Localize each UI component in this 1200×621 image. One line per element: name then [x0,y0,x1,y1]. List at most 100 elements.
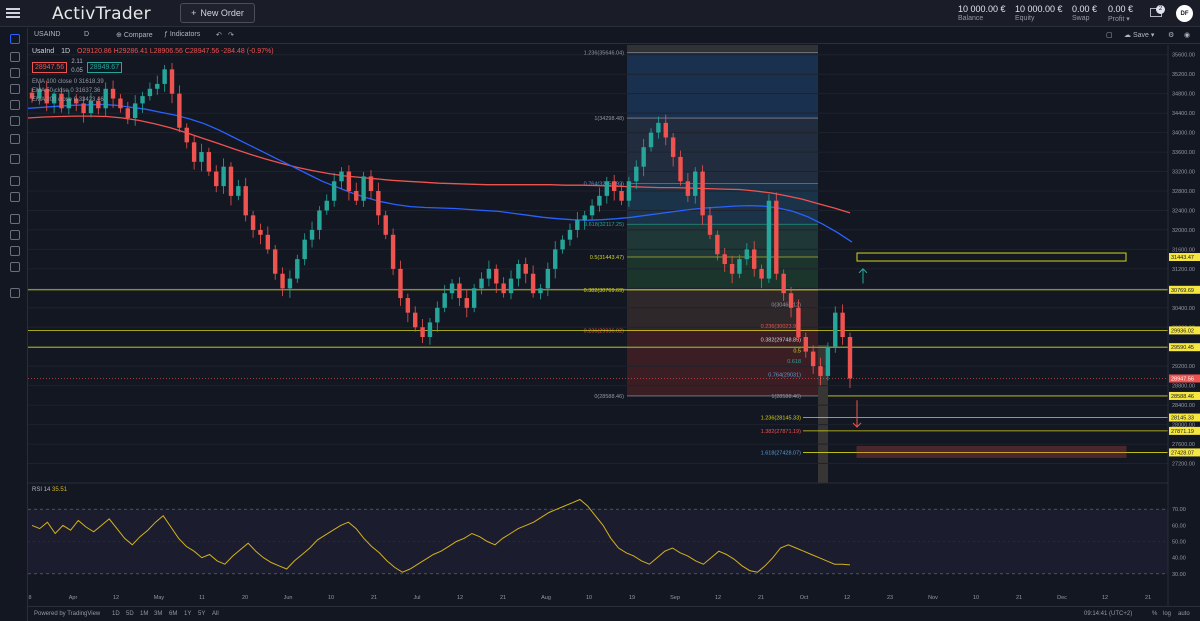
price-tick: 34800.00 [1172,92,1195,98]
time-tick: May [154,595,165,601]
compare-button[interactable]: ⊕ Compare [116,32,153,39]
fibonacci-lines: 1.236(35646.04) 1(34298.48) 0.764(32950.92… [28,50,1168,458]
bid-price[interactable]: 28947.56 [32,61,68,73]
time-tick: 23 [887,595,893,601]
ema-slow-line [28,115,851,214]
time-tick: Sep [670,595,680,601]
range-6m[interactable]: 6M [169,611,178,617]
fib-zone [627,289,818,331]
ask-price[interactable]: 28949.67 [86,61,123,73]
redo-icon[interactable]: ↷ [228,32,234,39]
fib-label: 0.5(31443.47) [590,255,624,261]
candle-body [331,181,337,201]
ruler-icon[interactable] [10,176,20,186]
time-tick: 8 [28,595,31,601]
range-3m[interactable]: 3M [154,611,163,617]
candle-body [685,181,691,196]
visibility-icon[interactable] [10,246,20,256]
price-tag: 27428.07 [1171,450,1194,456]
candle-body [110,88,116,99]
globe-icon[interactable] [10,154,20,164]
avatar[interactable]: DF [1176,5,1193,22]
lock-icon[interactable] [10,230,20,240]
symbol-search[interactable]: USAIND [34,31,61,38]
indicators-icon: ƒ [164,31,168,38]
range-5y[interactable]: 5Y [198,611,206,617]
eye-icon[interactable] [10,262,20,272]
candle-body [413,312,418,328]
swap-stat: 0.00 € Swap [1072,4,1097,22]
profit-stat[interactable]: 0.00 € Profit ▾ [1108,4,1133,23]
candle-body [516,264,521,279]
fib-zone [627,118,818,184]
rsi-tick: 30.00 [1172,572,1186,578]
candle-body [88,100,94,114]
powered-by-label[interactable]: Powered by TradingView [34,611,101,617]
fib-label: 0.618(32117.25) [584,222,624,228]
price-tick: 35200.00 [1172,72,1195,78]
price-tag-bg [1169,426,1200,435]
fib-small-label: 1.618(27428.07) [761,450,802,456]
trash-icon[interactable] [10,288,20,298]
fib-label: 1(34298.48) [594,116,624,122]
auto-toggle[interactable]: auto [1178,611,1190,617]
candle-body [324,200,329,211]
time-tick: 10 [328,595,334,601]
camera-icon[interactable]: ◉ [1184,32,1191,39]
fib-small-label: 1.382(27871.19) [761,429,802,435]
pattern-icon[interactable] [10,116,20,126]
candle-body [729,264,735,274]
candle-body [390,234,396,269]
time-tick: 12 [113,595,119,601]
log-toggle[interactable]: log [1163,611,1172,617]
text-icon[interactable] [10,100,20,110]
percent-toggle[interactable]: % [1152,611,1158,617]
save-button[interactable]: ☁ Save ▾ [1124,32,1155,39]
candle-body [37,88,42,99]
undo-icon[interactable]: ↶ [216,32,222,39]
candle-body [66,98,72,109]
interval-selector[interactable]: D [84,31,90,38]
magnet-icon[interactable] [10,214,20,224]
legend-title-row: UsaInd 1D O29120.86 H29286.41 L28906.56 … [32,48,279,55]
fib-small-label: 0.382(29748.85) [761,337,802,343]
horizontal-lines-icon[interactable] [10,68,20,78]
candle-body [751,249,757,269]
price-tick: 29200.00 [1172,364,1195,370]
candle-body [147,88,153,97]
fib-small-label: 0.618 [787,359,801,365]
candle-body [597,195,602,206]
range-1m[interactable]: 1M [140,611,149,617]
zoom-icon[interactable] [10,192,20,202]
price-tag-bg [1169,253,1200,262]
trend-line-icon[interactable] [10,84,20,94]
ema-legend-3: EMA 200 close 0 33423.46 [32,97,104,103]
price-tags: 31443.47 30769.69 29936.02 29590.45 28947.56… [1169,253,1200,457]
spread: 2.11 0.05 [71,59,83,74]
ema-lines [28,103,853,243]
hamburger-menu-icon[interactable] [6,6,20,20]
rsi-line [31,498,851,573]
candle-body [847,337,853,379]
settings-icon[interactable]: ⚙ [1168,32,1175,39]
price-tag-bg [1169,374,1200,383]
candle-body [317,210,322,230]
fib-zone [627,52,818,119]
range-5d[interactable]: 5D [126,611,134,617]
fib-zone-extension [818,345,828,483]
range-all[interactable]: All [212,611,219,617]
time-tick: 21 [1016,595,1022,601]
price-tick: 30400.00 [1172,306,1195,312]
profit-label: Profit ▾ [1108,16,1130,23]
arrow-left-icon[interactable] [10,52,20,62]
range-1y[interactable]: 1Y [184,611,192,617]
fullscreen-icon[interactable]: ▢ [1106,32,1113,39]
caret-down-icon: ▾ [1126,16,1130,23]
indicators-button[interactable]: ƒ Indicators [164,31,201,38]
range-1d[interactable]: 1D [112,611,120,617]
rsi-pane [28,482,1200,575]
crosshair-icon[interactable] [10,34,20,44]
brush-icon[interactable] [10,134,20,144]
new-order-button[interactable]: + New Order [180,3,255,23]
price-chart[interactable]: 1.236(35646.04) 1(34298.48) 0.764(32950.92… [28,45,1200,606]
